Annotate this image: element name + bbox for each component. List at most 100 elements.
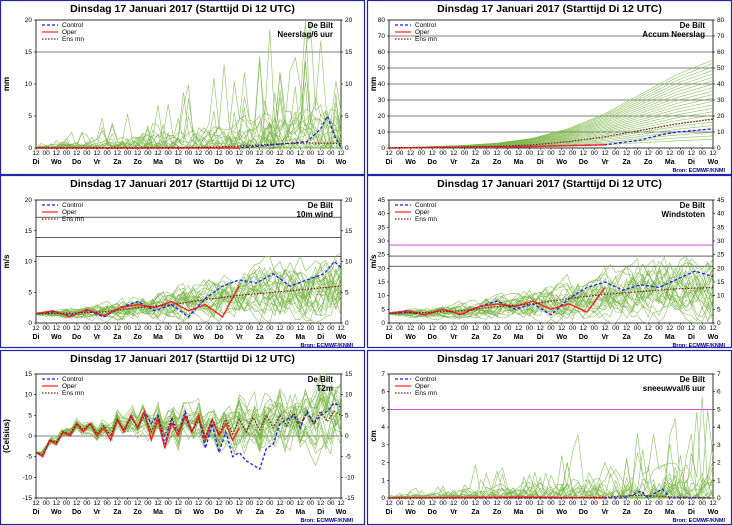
right-y-tick-label: 4 xyxy=(717,424,721,431)
y-tick-label: 0 xyxy=(381,320,385,327)
x-hour-label: 12 xyxy=(73,500,81,507)
x-day-label: Di xyxy=(688,334,695,341)
x-hour-label: 00 xyxy=(677,325,685,332)
x-hour-label: 00 xyxy=(63,500,71,507)
x-hour-label: 12 xyxy=(537,325,545,332)
x-hour-label: 00 xyxy=(327,500,335,507)
x-hour-label: 12 xyxy=(385,500,393,507)
x-hour-label: 12 xyxy=(407,150,415,157)
x-day-label: Di xyxy=(33,334,40,341)
x-hour-label: 12 xyxy=(297,150,305,157)
y-tick-label: 10 xyxy=(25,392,33,399)
variable-label: 10m wind xyxy=(297,210,334,219)
x-hour-label: 00 xyxy=(165,150,173,157)
x-hour-label: 12 xyxy=(537,150,545,157)
x-hour-label: 12 xyxy=(215,325,223,332)
right-y-tick-label: 20 xyxy=(345,197,353,204)
x-day-label: Zo xyxy=(276,159,285,166)
x-day-label: Wo xyxy=(556,334,567,341)
y-tick-label: 40 xyxy=(378,211,386,218)
panel-border xyxy=(0,174,366,349)
x-hour-label: 12 xyxy=(407,325,415,332)
x-hour-label: 00 xyxy=(612,325,620,332)
right-y-tick-label: -15 xyxy=(345,495,355,502)
x-hour-label: 12 xyxy=(134,150,142,157)
x-hour-label: 12 xyxy=(53,325,61,332)
x-hour-label: 12 xyxy=(154,150,162,157)
x-day-label: Wo xyxy=(193,334,204,341)
x-hour-label: 00 xyxy=(483,325,491,332)
y-tick-label: 30 xyxy=(378,97,386,104)
x-hour-label: 00 xyxy=(165,500,173,507)
x-day-label: Ma xyxy=(514,509,524,516)
y-tick-label: 70 xyxy=(378,33,386,40)
x-hour-label: 00 xyxy=(205,325,213,332)
x-hour-label: 00 xyxy=(43,500,51,507)
x-day-label: Di xyxy=(317,334,324,341)
ensemble-member-line xyxy=(35,266,342,317)
x-day-label: Di xyxy=(175,334,182,341)
ens-mean-series-line xyxy=(35,285,342,315)
x-hour-label: 00 xyxy=(634,325,642,332)
y-axis-label: m/s xyxy=(369,254,378,268)
x-hour-label: 00 xyxy=(396,500,404,507)
right-y-tick-label: 15 xyxy=(345,371,353,378)
x-hour-label: 12 xyxy=(73,150,81,157)
right-y-tick-label: 50 xyxy=(717,65,725,72)
x-hour-label: 12 xyxy=(195,500,203,507)
x-hour-label: 12 xyxy=(256,500,264,507)
x-hour-label: 12 xyxy=(175,325,183,332)
y-tick-label: 7 xyxy=(381,371,385,378)
x-hour-label: 12 xyxy=(317,325,325,332)
x-hour-label: 12 xyxy=(558,150,566,157)
ensemble-member-line xyxy=(388,59,714,149)
control-series-line xyxy=(35,260,342,318)
y-tick-label: -5 xyxy=(26,454,32,461)
legend-label: Control xyxy=(62,376,84,383)
x-hour-label: 12 xyxy=(623,500,631,507)
x-hour-label: 12 xyxy=(215,500,223,507)
x-hour-label: 12 xyxy=(580,500,588,507)
x-day-label: Di xyxy=(537,159,544,166)
x-day-label: Zo xyxy=(644,334,653,341)
x-day-label: Di xyxy=(688,509,695,516)
y-tick-label: 10 xyxy=(378,129,386,136)
x-day-label: Za xyxy=(471,159,479,166)
y-tick-label: 10 xyxy=(25,81,33,88)
ensemble-member-line xyxy=(388,266,714,319)
x-hour-label: 12 xyxy=(493,150,501,157)
x-day-label: Di xyxy=(317,509,324,516)
x-hour-label: 12 xyxy=(317,150,325,157)
x-day-label: Wo xyxy=(51,334,62,341)
variable-label: Accum Neerslag xyxy=(642,30,705,39)
x-hour-label: 12 xyxy=(385,325,393,332)
x-hour-label: 00 xyxy=(655,500,663,507)
x-hour-label: 00 xyxy=(699,150,707,157)
legend-label: Control xyxy=(415,376,437,383)
chart-title: Dinsdag 17 Januari 2017 (Starttijd Di 12… xyxy=(437,178,662,190)
x-hour-label: 12 xyxy=(645,150,653,157)
control-series-line xyxy=(389,488,713,499)
y-axis-label: mm xyxy=(2,77,11,91)
x-day-label: Ma xyxy=(295,334,305,341)
x-hour-label: 12 xyxy=(580,150,588,157)
x-day-label: Vr xyxy=(601,509,608,516)
x-hour-label: 12 xyxy=(276,325,284,332)
x-hour-label: 00 xyxy=(226,150,234,157)
location-label: De Bilt xyxy=(308,21,334,30)
y-tick-label: 30 xyxy=(378,238,386,245)
x-hour-label: 12 xyxy=(73,325,81,332)
x-hour-label: 00 xyxy=(43,325,51,332)
x-hour-label: 12 xyxy=(114,325,122,332)
y-tick-label: 20 xyxy=(378,113,386,120)
x-day-label: Wo xyxy=(51,509,62,516)
x-day-label: Do xyxy=(579,509,588,516)
x-hour-label: 00 xyxy=(547,150,555,157)
y-tick-label: 20 xyxy=(378,265,386,272)
chart-panel-5: Dinsdag 17 Januari 2017 (Starttijd Di 12… xyxy=(0,349,366,525)
x-hour-label: 12 xyxy=(195,150,203,157)
ensemble-member-line xyxy=(388,269,714,316)
source-label: Bron: ECMWF/KNMI xyxy=(300,343,353,349)
right-y-tick-label: 15 xyxy=(345,228,353,235)
x-hour-label: 12 xyxy=(236,500,244,507)
